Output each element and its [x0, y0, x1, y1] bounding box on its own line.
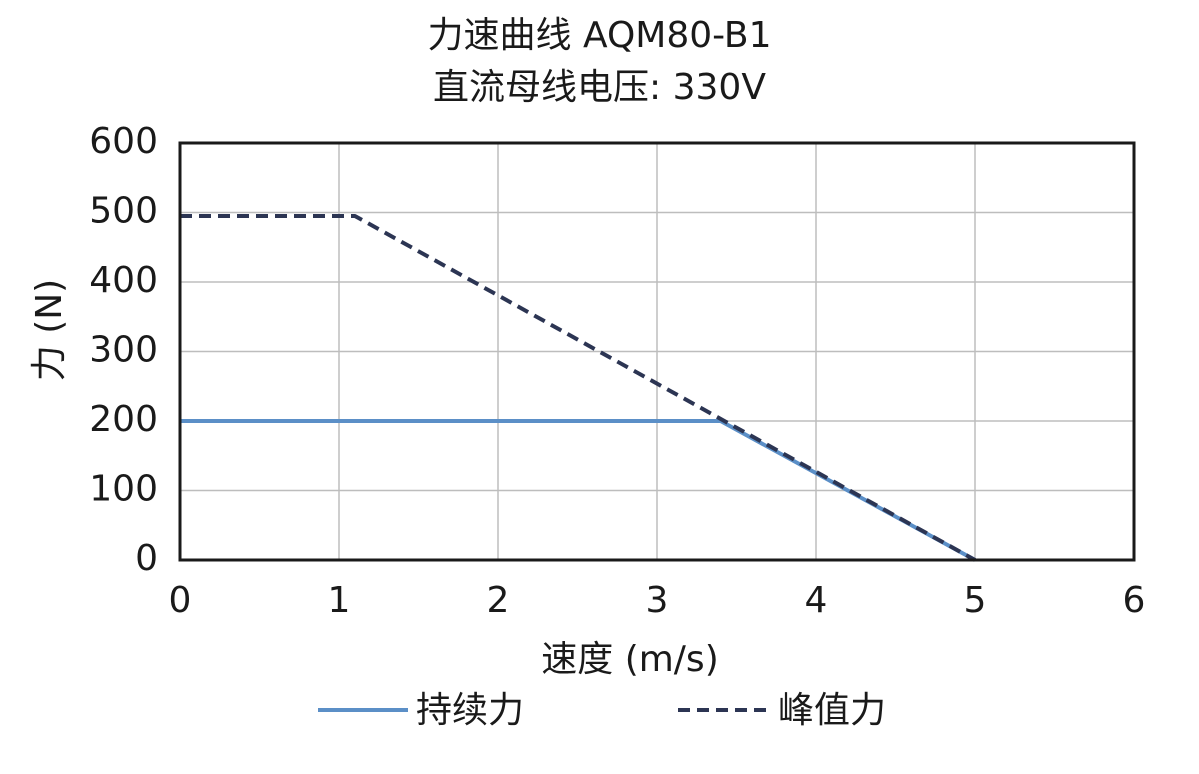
chart-subtitle: 直流母线电压: 330V — [433, 67, 766, 108]
y-tick-label: 0 — [135, 538, 158, 579]
y-axis-label: 力 (N) — [29, 278, 70, 382]
chart-title: 力速曲线 AQM80-B1 — [427, 15, 772, 56]
y-tick-label: 100 — [89, 469, 158, 510]
y-axis-ticks: 0 100 200 300 400 500 600 — [89, 121, 158, 579]
x-tick-label: 5 — [964, 580, 987, 621]
y-tick-label: 600 — [89, 121, 158, 162]
y-tick-label: 200 — [89, 399, 158, 440]
y-tick-label: 300 — [89, 330, 158, 371]
plot-frame — [178, 141, 1136, 562]
x-tick-label: 1 — [328, 580, 351, 621]
x-tick-label: 0 — [169, 580, 192, 621]
series-line-peak-force — [180, 213, 976, 562]
x-tick-label: 6 — [1123, 580, 1146, 621]
x-tick-label: 3 — [646, 580, 669, 621]
series-lines — [180, 213, 976, 562]
x-tick-label: 4 — [805, 580, 828, 621]
x-axis-ticks: 0 1 2 3 4 5 6 — [169, 580, 1146, 621]
x-axis-label: 速度 (m/s) — [541, 639, 719, 680]
y-tick-label: 500 — [89, 191, 158, 232]
legend-label-continuous-force: 持续力 — [416, 690, 525, 731]
grid-lines — [179, 142, 1135, 561]
y-tick-label: 400 — [89, 260, 158, 301]
legend-label-peak-force: 峰值力 — [778, 690, 887, 731]
x-tick-label: 2 — [487, 580, 510, 621]
